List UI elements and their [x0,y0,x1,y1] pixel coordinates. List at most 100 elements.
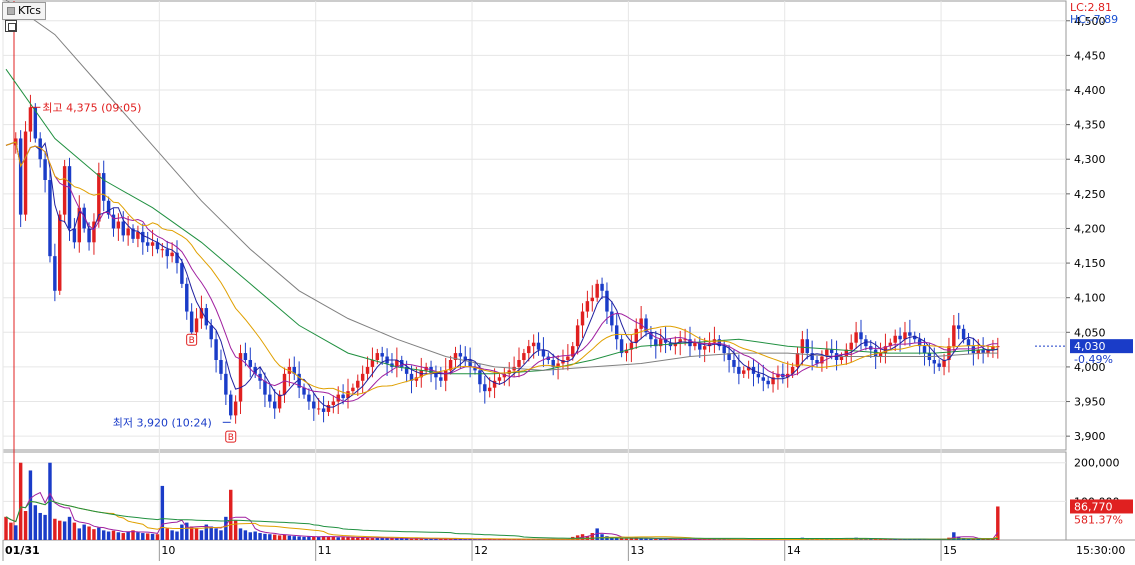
chart-settings-icon[interactable] [5,20,17,32]
volume-bar [68,517,71,540]
volume-bar [78,528,81,540]
candle-body [224,374,227,395]
volume-bar [58,521,61,540]
volume-bar [346,537,349,540]
price-tick-label: 4,450 [1074,49,1106,62]
volume-bar [302,537,305,540]
candle-body [923,346,926,353]
tab-ktcs[interactable]: KTcs [2,2,46,20]
candle-body [19,138,22,214]
candle-body [180,263,183,284]
buy-marker-label: B [228,433,234,443]
candle-body [850,343,853,350]
date-tick-label: 15 [943,544,957,557]
volume-bar [195,528,198,540]
volume-bar [283,535,286,540]
candle-body [283,374,286,395]
candle-body [566,357,569,360]
volume-bar [146,533,149,540]
volume-bar [175,532,178,541]
volume-bar [102,530,105,540]
volume-bar [293,536,296,540]
candle-body [737,367,740,374]
volume-bar [625,539,628,540]
volume-bar [161,486,164,540]
candle-body [146,242,149,245]
current-volume-label: 86,770 [1074,500,1113,513]
volume-bar [87,526,90,540]
candle-body [732,360,735,367]
volume-bar [209,526,212,540]
current-price-label: 4,030 [1074,340,1106,353]
candle-body [806,339,809,353]
price-tick-label: 4,050 [1074,326,1106,339]
volume-bar [620,538,623,540]
candle-body [595,284,598,298]
candle-body [576,325,579,346]
price-tick-label: 4,350 [1074,119,1106,132]
price-tick-label: 4,150 [1074,257,1106,270]
volume-bar [229,490,232,540]
volume-bar [390,538,393,540]
candle-body [371,360,374,367]
volume-bar [97,528,100,540]
volume-bar [73,523,76,540]
candle-body [801,339,804,353]
candle-body [893,336,896,343]
volume-bar [43,515,46,540]
volume-bar [38,513,41,540]
candle-body [209,325,212,339]
candle-body [332,402,335,405]
candle-body [605,291,608,312]
volume-bar [82,525,85,540]
candle-body [439,377,442,380]
price-tick-label: 4,400 [1074,84,1106,97]
candle-body [898,336,901,339]
candle-body [214,339,217,360]
buy-marker-label: B [189,336,195,346]
candle-body [63,166,66,214]
price-tick-label: 4,200 [1074,222,1106,235]
volume-bar [332,537,335,540]
tab-grip-icon [7,7,15,15]
candle-body [762,377,765,380]
candle-body [478,370,481,384]
volume-bar [136,532,139,540]
volume-bar [122,533,125,540]
volume-bar [239,528,242,540]
volume-bar [356,538,359,540]
volume-bar [29,470,32,540]
candle-body [766,381,769,384]
volume-bar [307,537,310,540]
candle-body [591,298,594,301]
volume-bar [9,523,12,540]
candle-body [693,343,696,346]
candle-body [68,166,71,228]
volume-bar [63,521,66,540]
volume-bar [337,537,340,540]
candle-body [73,228,76,242]
date-tick-label: 13 [630,544,644,557]
volume-bar [591,533,594,540]
date-tick-label: 01/31 [5,544,40,557]
candle-body [219,360,222,374]
candle-body [126,228,129,235]
candle-body [830,350,833,353]
date-tick-label: 12 [474,544,488,557]
volume-bar [151,534,154,540]
volume-bar [4,517,7,540]
candle-body [366,367,369,374]
candle-body [434,374,437,377]
low-annotation: 최저 3,920 (10:24) [113,416,212,429]
tab-label: KTcs [18,3,41,19]
candle-body [234,402,237,416]
candle-body [249,360,252,367]
candle-body [376,353,379,360]
candle-body [537,343,540,350]
volume-bar [200,530,203,540]
volume-bar [654,539,657,540]
candle-body [195,318,198,332]
candle-body [610,312,613,326]
